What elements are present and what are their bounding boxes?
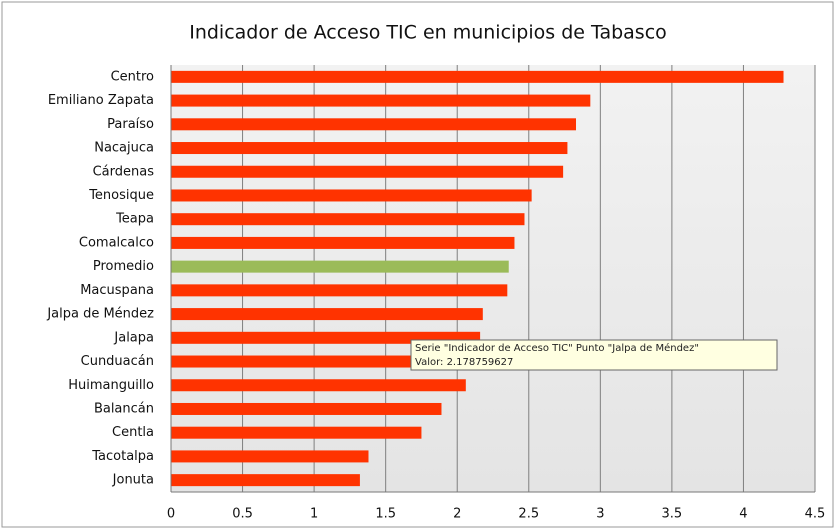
y-tick-label: Macuspana: [80, 283, 154, 298]
tooltip-line: Serie "Indicador de Acceso TIC" Punto "J…: [415, 342, 699, 354]
x-tick-label: 4: [739, 507, 747, 522]
y-tick-label: Emiliano Zapata: [48, 93, 154, 108]
bar: [171, 426, 422, 439]
bar: [171, 355, 475, 368]
bar: [171, 402, 442, 415]
x-tick-label: 4.5: [805, 507, 826, 522]
bar: [171, 236, 515, 249]
y-tick-label: Centla: [112, 425, 154, 440]
bar: [171, 94, 591, 107]
x-tick-label: 0: [167, 507, 175, 522]
bar: [171, 213, 525, 226]
x-tick-label: 1.5: [375, 507, 396, 522]
bar: [171, 450, 369, 463]
bar: [171, 142, 568, 155]
chart-title: Indicador de Acceso TIC en municipios de…: [189, 22, 667, 44]
bar: [171, 308, 483, 321]
y-tick-label: Jalpa de Méndez: [46, 307, 154, 322]
y-tick-label: Comalcalco: [79, 235, 154, 250]
bar: [171, 118, 577, 131]
y-tick-label: Balancán: [94, 401, 154, 416]
tooltip-line: Valor: 2.178759627: [415, 357, 513, 368]
tooltip-box: [410, 339, 778, 371]
y-tick-label: Cunduacán: [81, 354, 154, 369]
y-tick-label: Paraíso: [107, 117, 154, 132]
x-tick-label: 1: [310, 507, 318, 522]
bar: [171, 189, 532, 202]
bar: [171, 331, 481, 344]
x-tick-label: 3: [596, 507, 604, 522]
y-tick-label: Teapa: [115, 212, 154, 227]
y-tick-label: Huimanguillo: [68, 378, 154, 393]
bar: [171, 260, 509, 273]
y-tick-label: Nacajuca: [94, 141, 154, 156]
bar: [171, 474, 360, 487]
y-tick-label: Tenosique: [88, 188, 154, 203]
y-tick-label: Cárdenas: [93, 164, 155, 179]
y-tick-label: Promedio: [93, 259, 154, 274]
x-tick-label: 3.5: [662, 507, 683, 522]
bar: [171, 379, 466, 392]
y-tick-label: Tacotalpa: [91, 449, 154, 464]
tooltip: Serie "Indicador de Acceso TIC" Punto "J…: [410, 339, 778, 371]
bar: [171, 284, 508, 297]
x-tick-label: 2.5: [518, 507, 539, 522]
x-tick-label: 2: [453, 507, 461, 522]
x-tick-label: 0.5: [232, 507, 253, 522]
y-tick-label: Centro: [111, 69, 154, 84]
y-tick-label: Jonuta: [112, 473, 154, 488]
bar: [171, 70, 784, 83]
y-tick-label: Jalapa: [113, 330, 154, 345]
bar: [171, 165, 564, 178]
plot-area: [171, 65, 815, 492]
